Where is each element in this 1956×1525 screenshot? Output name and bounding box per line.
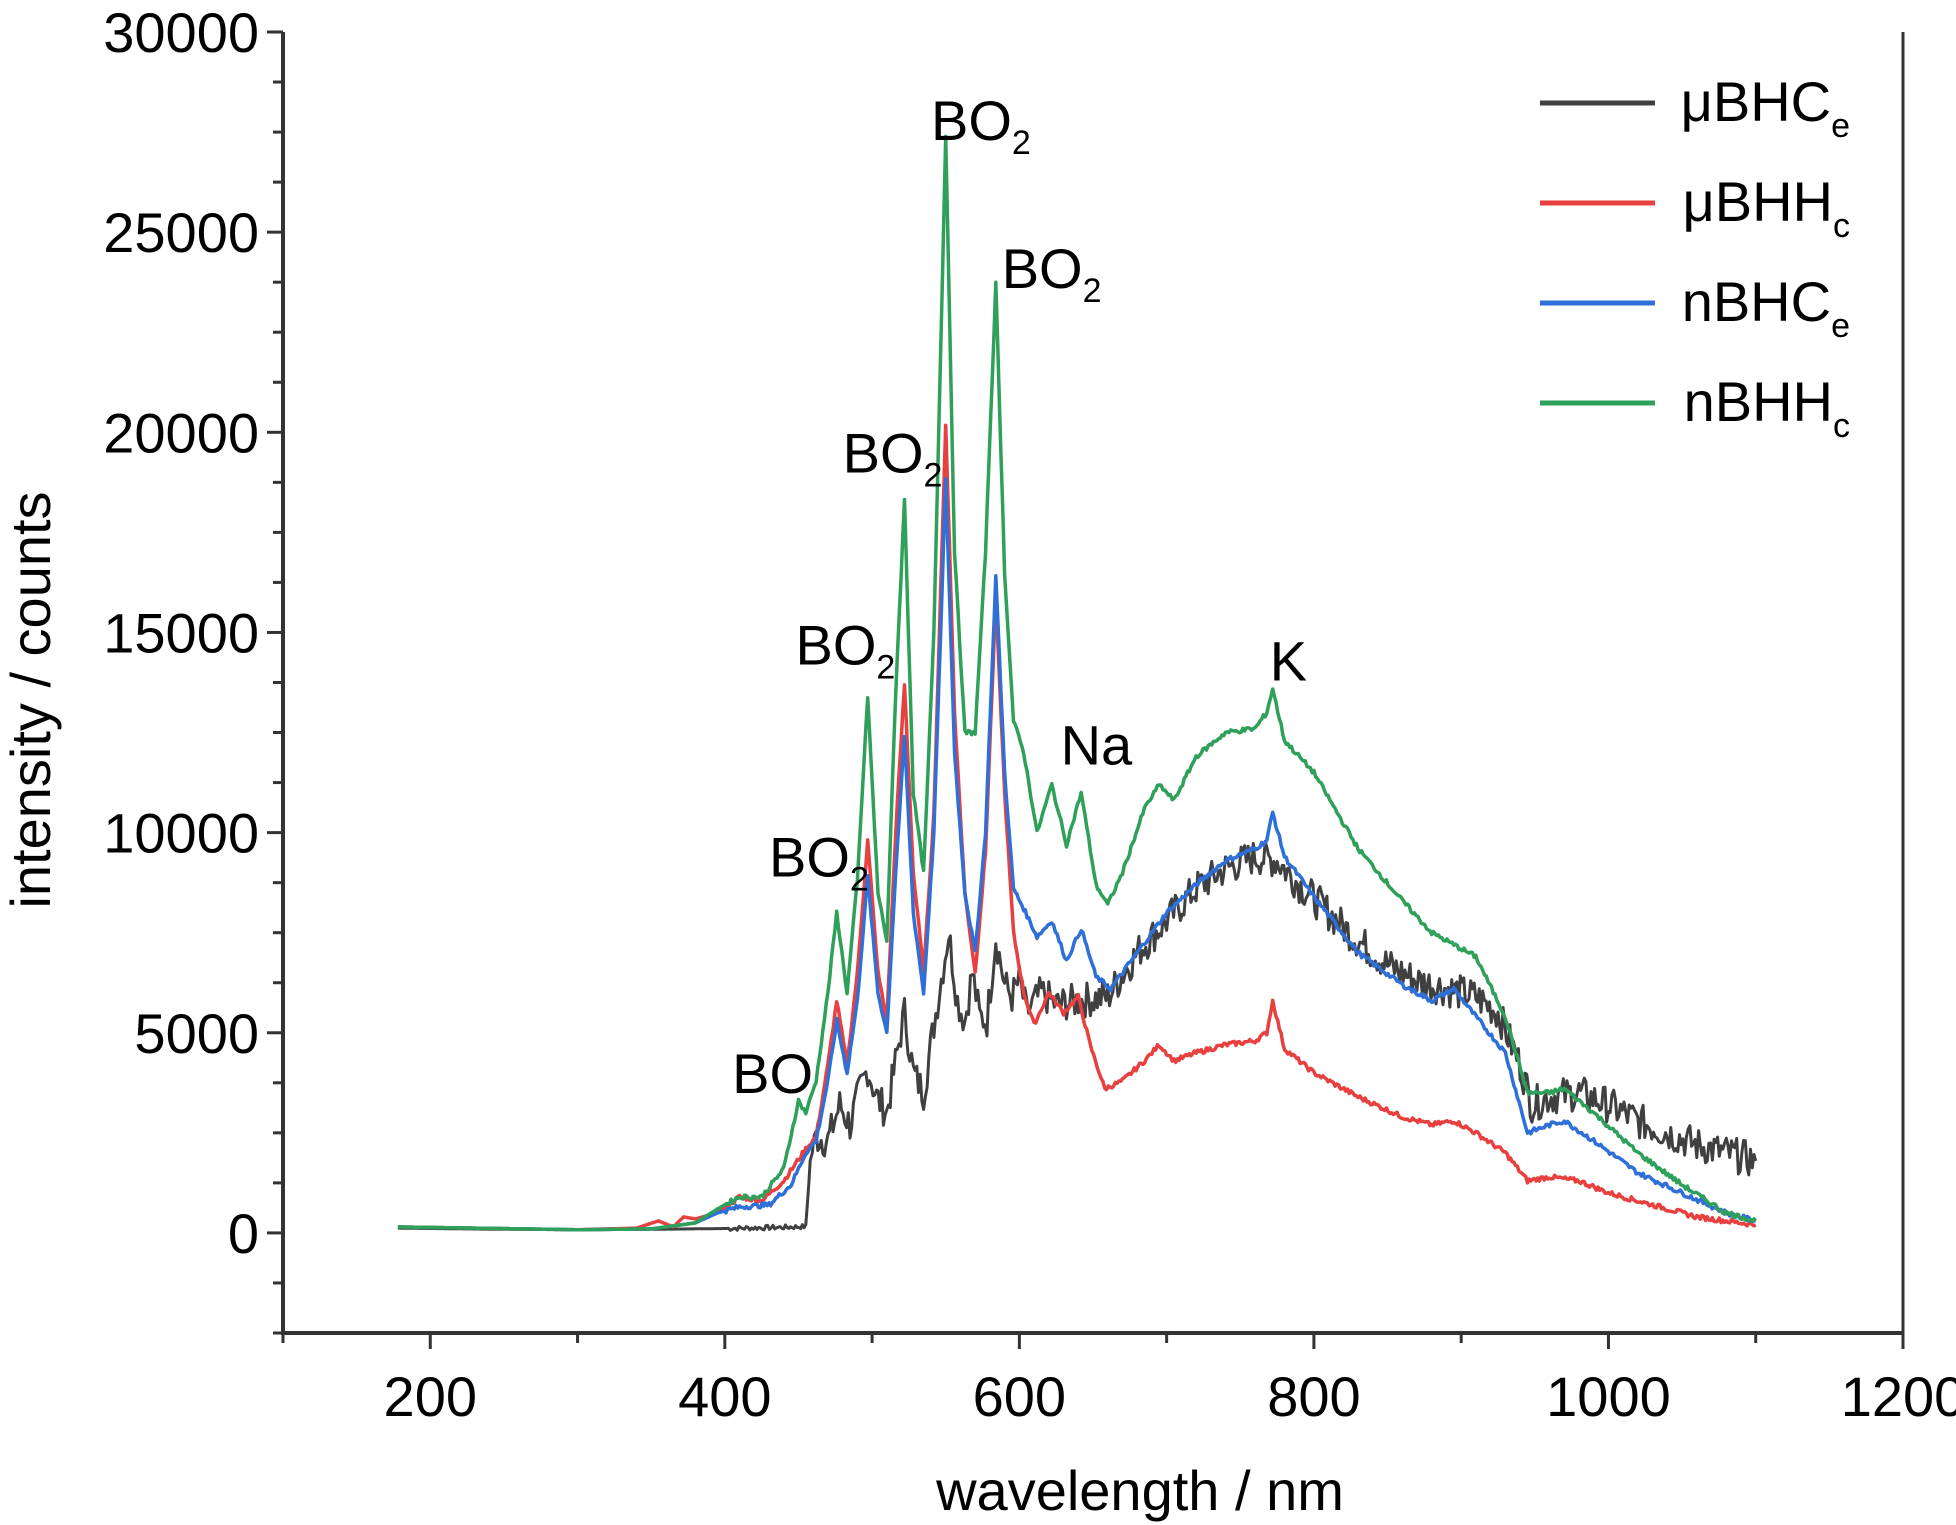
x-axis: 200 400 600 800 1000 1200 (281, 1333, 1956, 1428)
legend-label: nBHHc (1684, 370, 1850, 445)
plot-frame (281, 32, 1905, 1335)
peak-annotation: BO2 (843, 421, 943, 494)
y-tick-label: 15000 (103, 601, 259, 664)
peak-annotation: BO2 (769, 826, 869, 899)
series-line-3 (397, 134, 1758, 1232)
annotation-layer: BO BO2 BO2 BO2 BO2 BO2 Na K (732, 89, 1307, 1105)
x-axis-title: wavelength / nm (935, 1459, 1344, 1522)
y-tick-label: 5000 (134, 1002, 259, 1065)
legend-label: μBHCe (1681, 70, 1850, 145)
legend-label: μBHHc (1683, 170, 1851, 245)
y-tick-label: 10000 (103, 802, 259, 865)
y-axis-title: intensity / counts (0, 491, 62, 908)
series-line-2 (397, 476, 1756, 1232)
y-axis: 0 5000 10000 15000 20000 25000 30000 (103, 1, 283, 1335)
peak-annotation: K (1270, 629, 1307, 692)
y-tick-label: 0 (228, 1202, 259, 1265)
x-tick-label: 400 (678, 1365, 771, 1428)
peak-annotation: Na (1061, 714, 1133, 777)
x-tick-label: 600 (973, 1365, 1066, 1428)
peak-annotation: BO2 (931, 89, 1031, 162)
peak-annotation: BO (732, 1042, 813, 1105)
legend-label: nBHCe (1682, 270, 1850, 345)
legend: μBHCe μBHHc nBHCe nBHHc (1540, 70, 1850, 445)
y-tick-label: 30000 (103, 1, 259, 64)
x-tick-label: 200 (384, 1365, 477, 1428)
peak-annotation: BO2 (796, 613, 896, 686)
y-tick-label: 25000 (103, 201, 259, 264)
series-line-0 (397, 839, 1758, 1232)
peak-annotation: BO2 (1002, 237, 1102, 310)
x-tick-label: 800 (1267, 1365, 1360, 1428)
axis-lines (281, 32, 1903, 1335)
x-tick-label: 1200 (1841, 1365, 1956, 1428)
x-tick-label: 1000 (1546, 1365, 1671, 1428)
y-tick-label: 20000 (103, 401, 259, 464)
series-layer (397, 134, 1758, 1232)
